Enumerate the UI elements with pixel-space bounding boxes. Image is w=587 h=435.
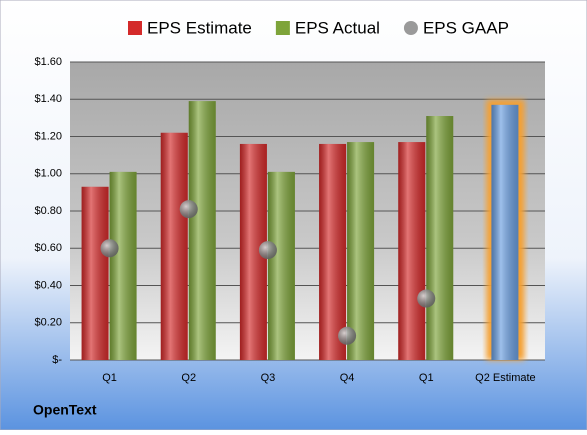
bar-shine — [319, 143, 347, 360]
point-shine — [179, 200, 198, 219]
chart-title: OpenText — [33, 402, 97, 418]
y-tick-label: $1.40 — [34, 93, 62, 105]
legend-label: EPS Estimate — [147, 18, 252, 37]
legend-label: EPS Actual — [295, 18, 380, 37]
legend-label: EPS GAAP — [423, 18, 509, 37]
y-tick-label: $1.00 — [34, 168, 62, 180]
x-tick-label: Q1 — [419, 372, 434, 384]
bar-shine — [267, 171, 295, 360]
legend-marker — [275, 21, 290, 35]
y-tick-label: $0.20 — [34, 317, 62, 329]
point-shine — [258, 241, 277, 260]
y-tick-label: $1.20 — [34, 130, 62, 142]
bar-shine — [398, 142, 426, 360]
y-tick-label: $0.60 — [34, 242, 62, 254]
bar-shine — [347, 142, 375, 360]
y-tick-label: $0.80 — [34, 205, 62, 217]
bar-shine — [160, 132, 188, 360]
y-tick-label: $- — [52, 354, 62, 366]
point-shine — [338, 326, 357, 345]
bar-shine — [109, 171, 137, 360]
legend-marker — [403, 21, 418, 35]
bar-shine — [188, 101, 216, 361]
y-tick-label: $0.40 — [34, 279, 62, 291]
bar-shine — [426, 116, 454, 360]
x-tick-label: Q1 — [102, 372, 117, 384]
x-tick-label: Q2 Estimate — [475, 372, 536, 384]
bar-shine — [81, 186, 109, 360]
x-tick-label: Q4 — [340, 372, 355, 384]
point-shine — [417, 289, 436, 308]
y-tick-label: $1.60 — [34, 56, 62, 68]
x-tick-label: Q3 — [261, 372, 276, 384]
x-tick-label: Q2 — [181, 372, 196, 384]
point-shine — [100, 239, 119, 258]
legend-marker — [128, 21, 142, 35]
bar-shine — [491, 104, 519, 361]
